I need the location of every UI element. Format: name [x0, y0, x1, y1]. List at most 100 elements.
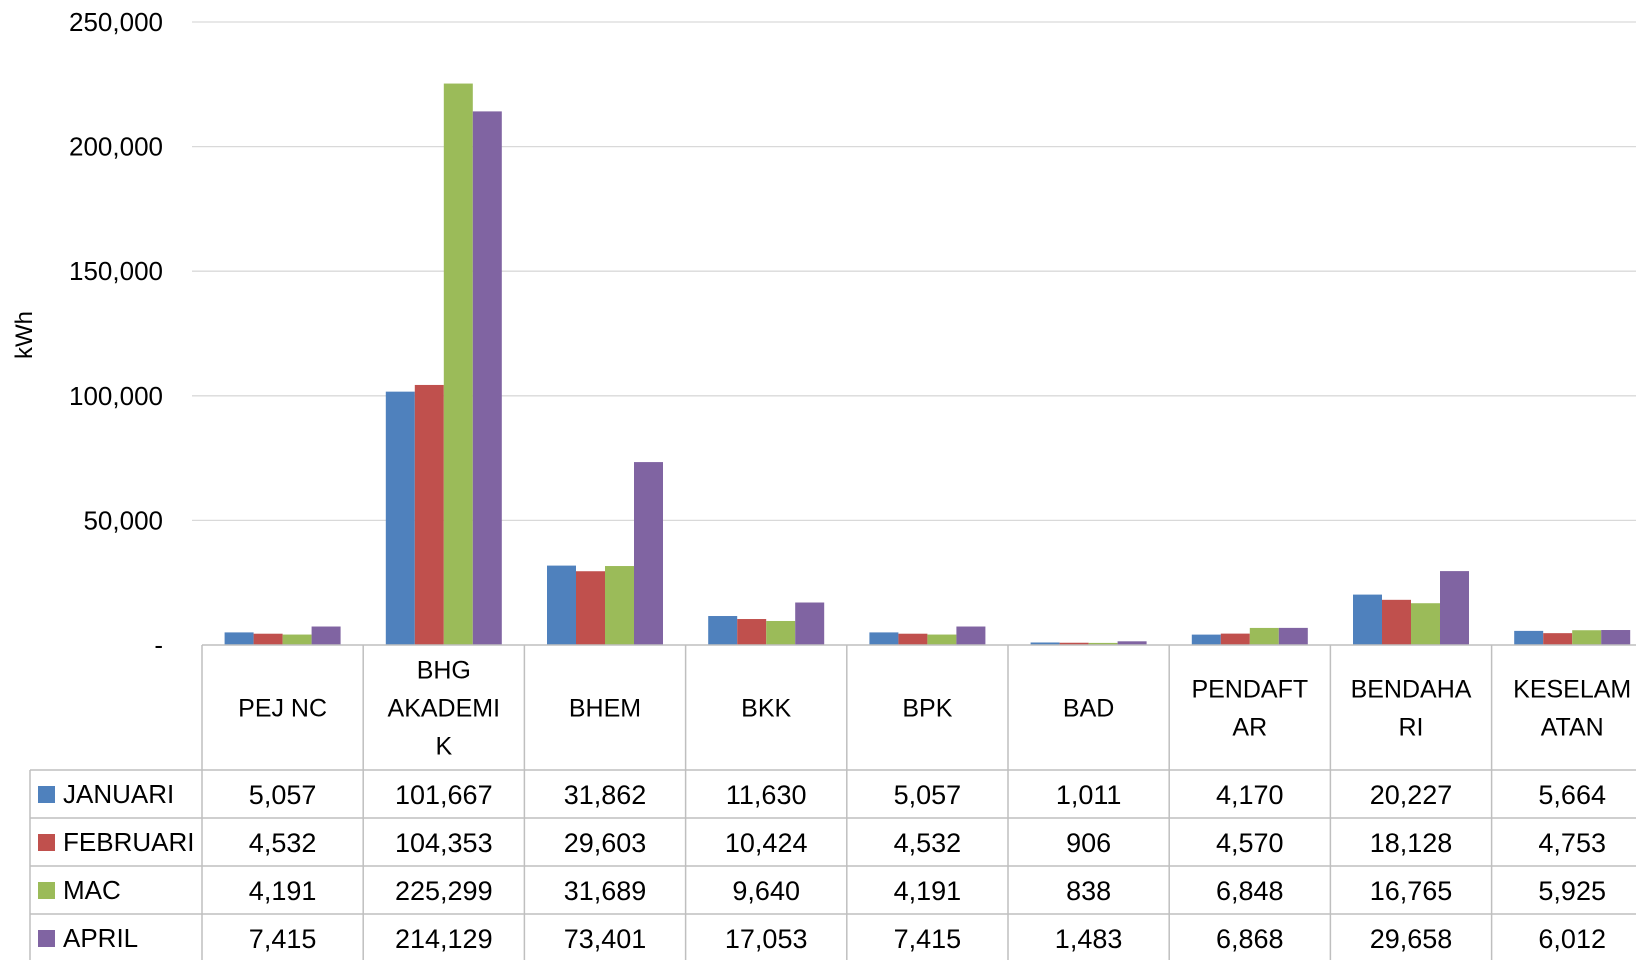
table-cell-value: 7,415 — [894, 924, 962, 954]
category-label: BENDAHA — [1351, 676, 1472, 704]
table-cell-value: 4,191 — [249, 876, 317, 906]
bar-april — [634, 462, 663, 645]
legend-key-mac — [38, 882, 55, 899]
y-tick-label: 100,000 — [69, 381, 163, 411]
bar-april — [956, 626, 986, 645]
bar-januari — [385, 391, 415, 645]
table-cell-value: 225,299 — [395, 876, 493, 906]
bar-mac — [1572, 630, 1602, 645]
y-axis-ticks: - 50,000 100,000 150,000 200,000 250,000 — [69, 7, 163, 660]
y-tick-label: 150,000 — [69, 256, 163, 286]
category-label: KESELAM — [1513, 676, 1631, 704]
legend-label: MAC — [63, 875, 121, 905]
bar-januari — [708, 616, 738, 645]
bar-april — [1601, 630, 1631, 645]
data-table: PEJ NC BHG AKADEMI K BHEM BKK BPK BAD PENDAFT AR B… — [29, 644, 1636, 960]
table-cell-value: 838 — [1066, 876, 1111, 906]
bar-februari — [1382, 599, 1411, 645]
category-label: BHG — [417, 657, 471, 685]
table-cell-value: 29,603 — [564, 828, 647, 858]
bar-februari — [253, 633, 283, 645]
table-cell-value: 4,753 — [1538, 828, 1606, 858]
bar-mac — [1088, 642, 1118, 645]
bar-april — [1278, 627, 1308, 645]
bar-mac — [1249, 627, 1279, 645]
bar-januari — [1353, 594, 1382, 645]
table-cell-value: 101,667 — [395, 780, 493, 810]
table-cell-value: 31,862 — [564, 780, 647, 810]
bar-mac — [443, 83, 473, 646]
legend-key-februari — [38, 834, 55, 851]
bar-februari — [1543, 633, 1573, 645]
bar-februari — [898, 633, 928, 645]
table-cell-value: 1,011 — [1056, 780, 1122, 810]
legend-key-april — [38, 930, 55, 947]
table-cell-value: 73,401 — [564, 924, 647, 954]
category-label: AKADEMI — [388, 695, 501, 723]
table-cell-value: 6,848 — [1216, 876, 1284, 906]
bar-april — [311, 626, 341, 645]
bar-januari — [1030, 642, 1060, 645]
bar-februari — [576, 571, 605, 645]
legend-label: FEBRUARI — [63, 827, 194, 857]
bar-mac — [1411, 603, 1440, 645]
table-cell-value: 9,640 — [732, 876, 800, 906]
table-cell-value: 4,570 — [1216, 828, 1284, 858]
bar-mac — [605, 566, 634, 645]
bars — [224, 83, 1631, 646]
table-cell-value: 6,012 — [1538, 924, 1606, 954]
category-label: BHEM — [569, 695, 641, 723]
table-cell-value: 5,664 — [1538, 780, 1606, 810]
bar-februari — [737, 619, 767, 645]
y-axis-title: kWh — [11, 311, 38, 359]
y-tick-label: 200,000 — [69, 132, 163, 162]
table-cell-value: 17,053 — [725, 924, 808, 954]
bar-april — [1440, 571, 1469, 645]
table-cell-value: 6,868 — [1216, 924, 1284, 954]
y-tick-label: 50,000 — [83, 505, 163, 535]
bar-februari — [414, 384, 444, 645]
table-cell-value: 4,532 — [894, 828, 962, 858]
bar-februari — [1220, 633, 1250, 645]
bar-januari — [224, 632, 254, 645]
table-cell-value: 20,227 — [1370, 780, 1453, 810]
y-tick-label: - — [154, 630, 163, 660]
table-cell-value: 5,925 — [1538, 876, 1606, 906]
category-label: BKK — [741, 695, 791, 723]
table-cell-value: 7,415 — [249, 924, 317, 954]
category-label: BAD — [1063, 695, 1114, 723]
legend-label: APRIL — [63, 923, 138, 953]
bar-januari — [1191, 634, 1221, 645]
table-cell-value: 16,765 — [1370, 876, 1453, 906]
table-cell-value: 18,128 — [1370, 828, 1453, 858]
table-cell-value: 11,630 — [726, 780, 807, 810]
bar-februari — [1059, 642, 1089, 645]
table-cell-value: 214,129 — [395, 924, 493, 954]
bar-januari — [1514, 630, 1544, 645]
category-label: K — [435, 733, 452, 761]
table-cell-value: 4,532 — [249, 828, 317, 858]
bar-april — [472, 111, 502, 646]
bar-mac — [927, 634, 957, 645]
category-label: ATAN — [1541, 714, 1604, 742]
legend-label: JANUARI — [63, 779, 174, 809]
legend-key-januari — [38, 786, 55, 803]
bar-januari — [869, 632, 899, 645]
bar-april — [795, 602, 825, 645]
category-label: RI — [1399, 714, 1424, 742]
category-label: BPK — [902, 695, 952, 723]
bar-mac — [766, 620, 796, 645]
table-cell-value: 4,170 — [1216, 780, 1284, 810]
table-cell-value: 5,057 — [249, 780, 317, 810]
category-label: PENDAFT — [1191, 676, 1308, 704]
bar-mac — [282, 634, 312, 645]
y-tick-label: 250,000 — [69, 7, 163, 37]
table-cell-value: 906 — [1066, 828, 1111, 858]
table-cell-value: 1,483 — [1055, 924, 1123, 954]
table-cell-value: 10,424 — [725, 828, 808, 858]
category-label: AR — [1232, 714, 1267, 742]
table-cell-value: 29,658 — [1370, 924, 1453, 954]
bar-april — [1117, 641, 1147, 645]
table-cell-value: 4,191 — [894, 876, 962, 906]
